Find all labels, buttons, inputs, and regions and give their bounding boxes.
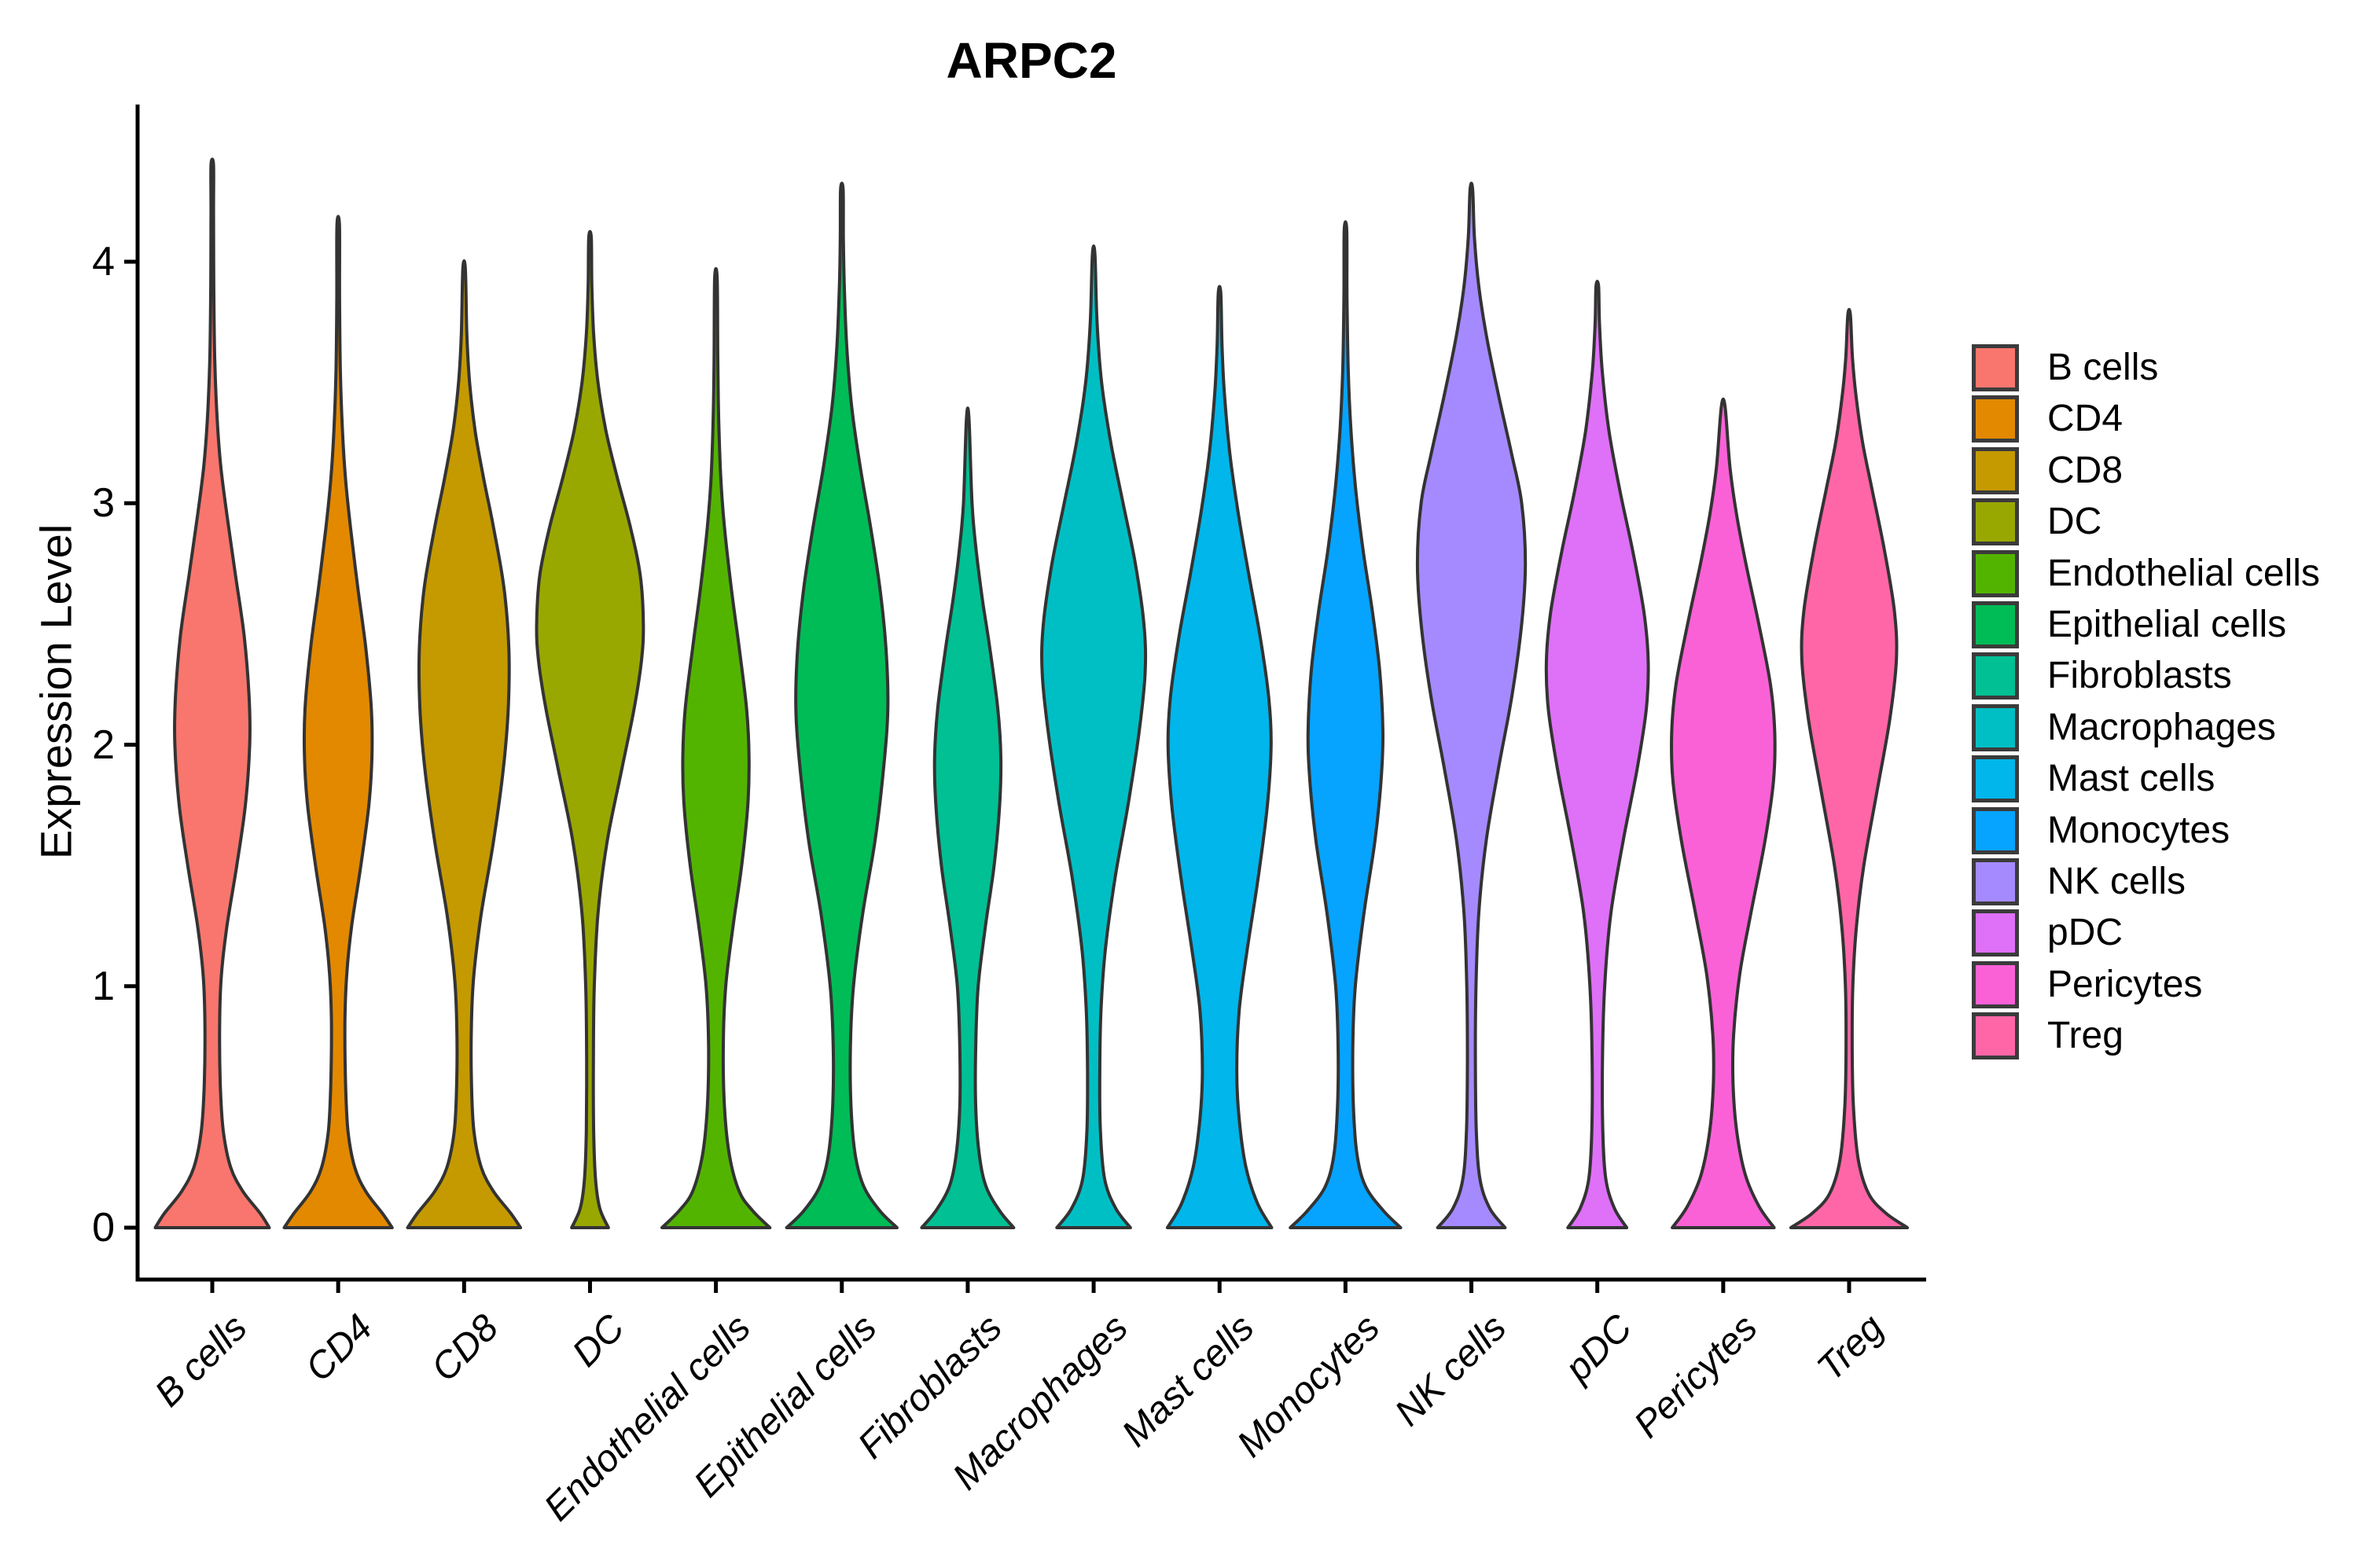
violin-mast-cells	[1165, 285, 1274, 1229]
violin-fibroblasts	[920, 406, 1016, 1229]
violin-pericytes	[1669, 397, 1777, 1229]
violin-endothelial-cells	[660, 266, 772, 1229]
violin-cd4	[282, 215, 394, 1229]
violin-monocytes	[1289, 220, 1403, 1229]
violin-treg	[1789, 307, 1910, 1229]
violin-dc	[535, 230, 645, 1229]
chart-title: ARPC2	[946, 32, 1117, 89]
violin-macrophages	[1040, 244, 1148, 1229]
y-tick-label-1: 1	[92, 963, 115, 1009]
violin-pdc	[1544, 279, 1650, 1229]
y-tick-label-4: 4	[92, 239, 115, 285]
y-tick-label-3: 3	[92, 480, 115, 527]
y-tick-label-2: 2	[92, 722, 115, 768]
violin-epithelial-cells	[785, 182, 899, 1229]
violin-cd8	[406, 259, 523, 1229]
y-tick-label-0: 0	[92, 1205, 115, 1250]
violin-nk-cells	[1415, 182, 1528, 1229]
violin-b-cells	[153, 157, 271, 1229]
